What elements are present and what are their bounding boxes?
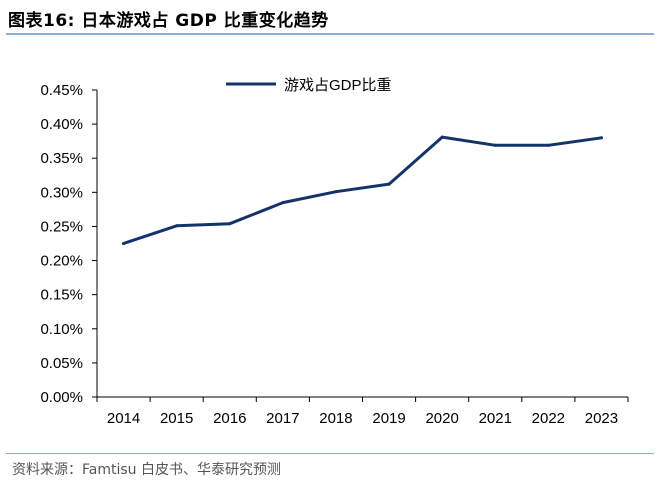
x-tick-label: 2017 bbox=[266, 410, 299, 427]
y-tick-label: 0.05% bbox=[40, 355, 83, 372]
x-tick-label: 2014 bbox=[107, 410, 140, 427]
data-point bbox=[440, 135, 444, 139]
series-line bbox=[122, 135, 603, 245]
y-tick-label: 0.15% bbox=[40, 287, 83, 304]
data-point bbox=[228, 222, 232, 226]
data-point bbox=[599, 136, 603, 140]
data-point bbox=[546, 143, 550, 147]
x-tick-label: 2019 bbox=[372, 410, 405, 427]
y-axis: 0.00% 0.05% 0.10% 0.15% 0.20% 0.25% 0.30% 0.35%… bbox=[40, 82, 98, 406]
data-point bbox=[175, 224, 179, 228]
y-tick-label: 0.00% bbox=[40, 389, 83, 406]
x-tick-label: 2015 bbox=[160, 410, 193, 427]
y-tick-label: 0.45% bbox=[40, 82, 83, 99]
footer-divider bbox=[6, 453, 654, 454]
legend: 游戏占GDP比重 bbox=[226, 77, 392, 94]
y-tick-label: 0.30% bbox=[40, 184, 83, 201]
y-tick-label: 0.25% bbox=[40, 218, 83, 235]
x-axis: 2014 2015 2016 2017 2018 2019 2020 2021 2022 2023 bbox=[96, 396, 629, 427]
figure-title: 图表16: 日本游戏占 GDP 比重变化趋势 bbox=[8, 11, 329, 31]
y-tick-label: 0.40% bbox=[40, 116, 83, 133]
data-point bbox=[493, 143, 497, 147]
source-note: 资料来源：Famtisu 白皮书、华泰研究预测 bbox=[12, 462, 281, 478]
x-tick-label: 2018 bbox=[319, 410, 352, 427]
x-tick-label: 2023 bbox=[585, 410, 618, 427]
y-tick-label: 0.20% bbox=[40, 253, 83, 270]
title-divider bbox=[6, 33, 654, 35]
x-tick-label: 2016 bbox=[213, 410, 246, 427]
y-tick-label: 0.10% bbox=[40, 321, 83, 338]
series-layer bbox=[122, 135, 603, 245]
x-tick-label: 2021 bbox=[479, 410, 512, 427]
data-point bbox=[387, 182, 391, 186]
data-point bbox=[122, 242, 126, 245]
data-point bbox=[281, 201, 285, 205]
legend-label: 游戏占GDP比重 bbox=[284, 77, 392, 94]
x-tick-label: 2022 bbox=[532, 410, 565, 427]
x-tick-label: 2020 bbox=[425, 410, 458, 427]
data-point bbox=[334, 190, 338, 194]
y-tick-label: 0.35% bbox=[40, 150, 83, 167]
